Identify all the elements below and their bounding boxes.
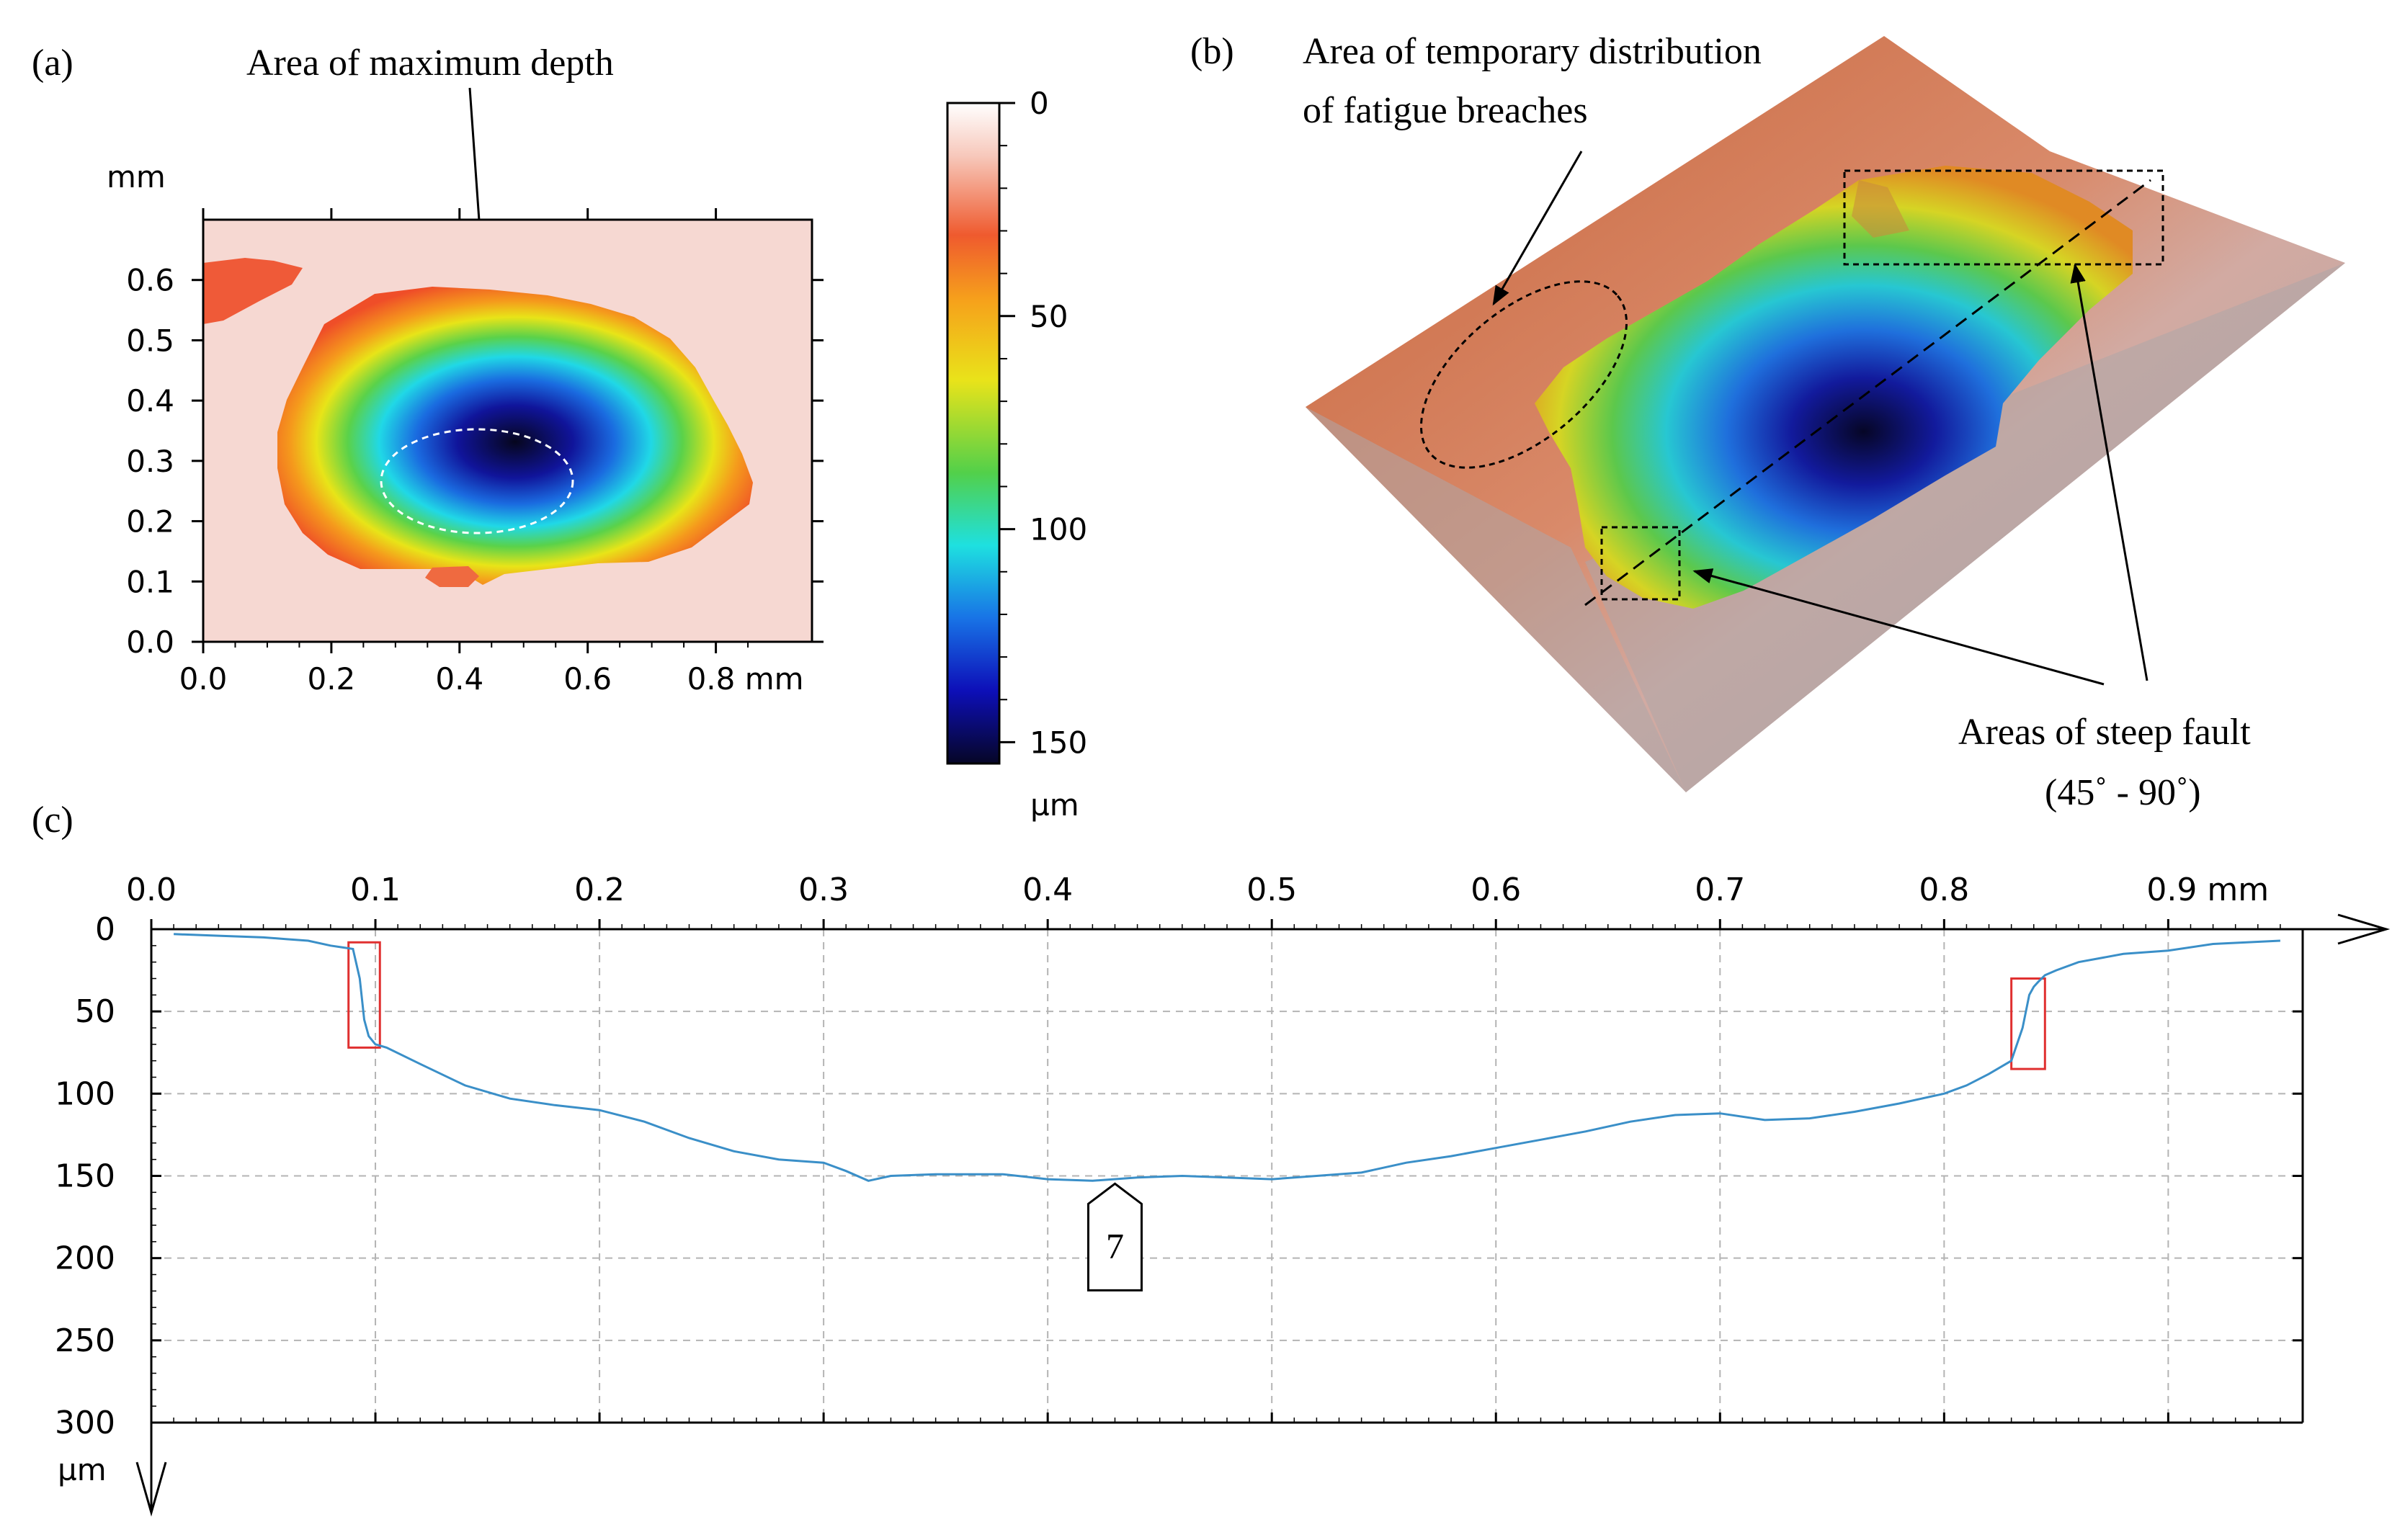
panel-b-annotation-top-arrow xyxy=(1492,151,1583,306)
colorbar-tick-label: 100 xyxy=(1030,512,1087,547)
panel-a-annotation: Area of maximum depth xyxy=(246,42,614,84)
panel-a-x-tick-label: 0.2 xyxy=(307,661,355,697)
panel-a-x-tick-label: 0.8 mm xyxy=(687,661,804,697)
panel-b-annotation-bottom-1: Areas of steep fault xyxy=(1958,712,2251,753)
panel-b-annotation-top-2: of fatigue breaches xyxy=(1303,90,1588,131)
panel-a-frame xyxy=(202,218,813,643)
panel-b-fault-box-top xyxy=(1843,169,2164,266)
panel-b-label: (b) xyxy=(1190,31,1234,72)
panel-a-heatmap xyxy=(203,220,812,642)
y-tick-label: 100 xyxy=(55,1075,115,1112)
x-tick-label: 0.0 xyxy=(126,872,177,908)
panel-a-max-depth-ellipse xyxy=(380,428,574,534)
x-tick-label: 0.4 xyxy=(1022,872,1073,908)
panel-b-fatigue-ellipse xyxy=(1420,280,1628,469)
panel-a-x-tick-label: 0.4 xyxy=(435,661,483,697)
x-tick-label: 0.8 xyxy=(1919,872,1969,908)
panel-a-y-tick-label: 0.6 xyxy=(126,263,174,298)
colorbar-unit: µm xyxy=(1030,787,1079,823)
x-tick-label: 0.5 xyxy=(1246,872,1297,908)
panel-a-y-unit: mm xyxy=(107,159,166,194)
y-tick-label: 50 xyxy=(75,993,115,1030)
panel-a-y-tick-label: 0.5 xyxy=(126,323,174,358)
panel-c-highlight-boxes xyxy=(347,941,2046,1070)
panel-a-bottom-red-patch xyxy=(425,566,479,587)
panel-b-annotation-bottom-arrow-2 xyxy=(2070,263,2149,681)
y-tick-label: 250 xyxy=(55,1322,115,1359)
marker-label: 7 xyxy=(1106,1225,1124,1266)
panel-b-annotation-bottom-2: (45˚ - 90˚) xyxy=(2045,772,2201,813)
y-axis-arrow-head xyxy=(135,1461,167,1517)
panel-c-label: (c) xyxy=(32,800,73,841)
x-tick-label: 0.3 xyxy=(798,872,849,908)
colorbar-tick-label: 0 xyxy=(1030,86,1049,121)
panel-b-annotation-bottom-arrow-1 xyxy=(1692,568,2105,686)
panel-a-y-tick-label: 0.1 xyxy=(126,564,174,599)
x-tick-label: 0.6 xyxy=(1471,872,1521,908)
y-tick-label: 150 xyxy=(55,1158,115,1195)
steep-fault-highlight-box xyxy=(2010,977,2046,1070)
y-tick-label: 200 xyxy=(55,1240,115,1277)
panel-a-ticks: 0.0 0.2 0.4 0.6 0.8 mm 0.0 0.1 0.2 0.3 0.4 0.5 0.6 xyxy=(126,208,824,697)
panel-c-y-unit: µm xyxy=(58,1452,107,1487)
x-tick-label: 0.7 xyxy=(1695,872,1745,908)
panel-c-marker: 7 xyxy=(1087,1182,1143,1291)
panel-c-grid xyxy=(151,929,2303,1423)
colorbar-tick-label: 50 xyxy=(1030,299,1068,334)
panel-a-corner-red-patch xyxy=(203,258,303,324)
colorbar-ticks: 0 50 100 150 xyxy=(999,86,1087,760)
panel-a-y-tick-label: 0.0 xyxy=(126,624,174,660)
panel-b-pit xyxy=(1535,166,2133,609)
panel-a-y-tick-label: 0.3 xyxy=(126,444,174,479)
panel-a-x-tick-label: 0.0 xyxy=(179,661,228,697)
colorbar xyxy=(946,102,1001,765)
x-tick-label: 0.9 mm xyxy=(2146,872,2269,908)
marker-callout xyxy=(1087,1182,1143,1291)
y-tick-label: 300 xyxy=(55,1405,115,1441)
panel-b-3d-surface xyxy=(1306,36,2345,792)
profile-series-line xyxy=(174,933,2280,1182)
x-tick-label: 0.2 xyxy=(574,872,625,908)
panel-a-y-tick-label: 0.2 xyxy=(126,504,174,540)
panel-b-fault-box-bottom xyxy=(1600,526,1681,601)
y-tick-label: 0 xyxy=(95,911,115,948)
x-tick-label: 0.1 xyxy=(350,872,401,908)
panel-a-x-tick-label: 0.6 xyxy=(563,661,612,697)
x-axis-arrow-head xyxy=(2337,913,2391,945)
colorbar-tick-label: 150 xyxy=(1030,725,1087,760)
steep-fault-highlight-box xyxy=(347,941,381,1049)
panel-b-annotation-top-1: Area of temporary distribution xyxy=(1303,31,1762,72)
panel-b-section-line xyxy=(1584,179,2151,606)
panel-a-pit-region xyxy=(277,287,753,585)
panel-c-axes: 0.0 0.1 0.2 0.3 0.4 0.5 0.6 0.7 0.8 0.9 mm 0 50 100 1… xyxy=(55,872,2391,1517)
panel-a-label: (a) xyxy=(32,42,73,84)
panel-a-y-tick-label: 0.4 xyxy=(126,383,174,418)
